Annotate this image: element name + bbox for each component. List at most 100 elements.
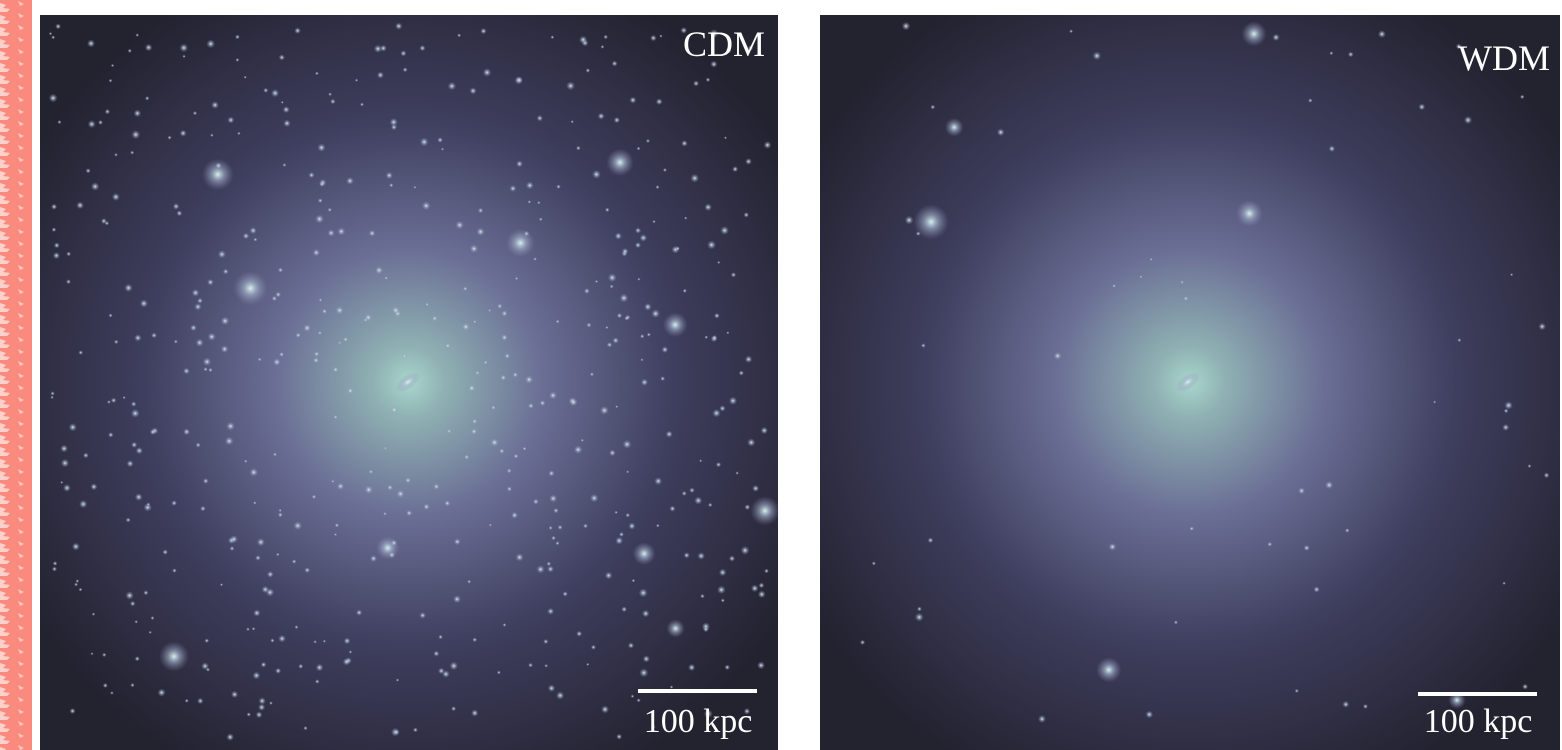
subhalo <box>744 504 750 510</box>
subhalo <box>433 651 439 657</box>
subhalo <box>253 238 257 242</box>
subhalo <box>328 208 332 212</box>
subhalo <box>173 203 180 210</box>
subhalo <box>343 337 349 343</box>
subhalo <box>308 172 314 178</box>
subhalo <box>102 653 106 657</box>
subhalo <box>105 109 111 115</box>
subhalo <box>628 522 635 529</box>
subhalo <box>690 174 699 183</box>
subhalo <box>143 590 148 595</box>
scale-bar-label: 100 kpc <box>1424 703 1533 740</box>
subhalo <box>400 50 406 56</box>
subhalo <box>159 641 189 671</box>
subhalo <box>761 427 768 434</box>
subhalo <box>349 650 352 653</box>
subhalo <box>1093 51 1102 60</box>
subhalo <box>550 35 554 39</box>
subhalo <box>684 216 687 219</box>
subhalo <box>490 438 499 447</box>
subhalo <box>571 120 574 123</box>
subhalo <box>1345 528 1350 533</box>
subhalo <box>111 64 114 67</box>
subhalo <box>197 298 203 304</box>
subhalo <box>1180 280 1184 284</box>
subhalo <box>1457 338 1461 342</box>
subhalo <box>750 496 779 525</box>
subhalo <box>61 459 70 468</box>
subhalo <box>283 106 290 113</box>
subhalo <box>616 734 622 740</box>
subhalo <box>625 513 630 518</box>
subhalo <box>1236 200 1263 227</box>
subhalo <box>437 137 443 143</box>
subhalo <box>98 120 103 125</box>
subhalo <box>752 485 759 492</box>
subhalo <box>764 141 772 149</box>
subhalo <box>606 149 634 177</box>
subhalo <box>1304 545 1310 551</box>
subhalo <box>547 566 554 573</box>
subhalo <box>243 233 250 240</box>
subhalo <box>293 521 302 530</box>
subhalo <box>208 333 216 341</box>
subhalo <box>557 525 562 530</box>
subhalo <box>651 309 660 318</box>
subhalo <box>553 508 558 513</box>
subhalo <box>454 538 461 545</box>
subhalo <box>1112 284 1116 288</box>
subhalo <box>269 701 273 705</box>
subhalo <box>252 627 256 631</box>
subhalo <box>210 133 214 137</box>
subhalo <box>712 335 717 340</box>
subhalo <box>332 366 338 372</box>
subhalo <box>1520 95 1525 100</box>
subhalo <box>619 532 624 537</box>
subhalo <box>693 80 699 86</box>
subhalo <box>75 579 79 583</box>
subhalo <box>720 226 729 235</box>
subhalo <box>108 432 114 438</box>
subhalo <box>441 148 444 151</box>
subhalo <box>220 583 223 586</box>
subhalo <box>462 323 471 332</box>
subhalo <box>699 459 702 462</box>
subhalo <box>605 572 613 580</box>
subhalo <box>387 484 393 490</box>
subhalo <box>135 33 139 37</box>
subhalo <box>377 72 384 79</box>
subhalo <box>500 374 506 380</box>
subhalo <box>1329 51 1333 55</box>
subhalo <box>389 183 393 187</box>
subhalo <box>683 289 687 293</box>
subhalo <box>643 655 650 662</box>
subhalo <box>180 44 189 53</box>
subhalo <box>123 396 126 399</box>
subhalo <box>745 356 753 364</box>
subhalo <box>303 324 311 332</box>
subhalo <box>1096 657 1121 682</box>
subhalo <box>447 429 452 434</box>
subhalo <box>586 322 591 327</box>
subhalo <box>1145 711 1153 719</box>
subhalo <box>126 517 131 522</box>
subhalo <box>1378 30 1386 38</box>
subhalo <box>745 158 752 165</box>
subhalo <box>629 97 636 104</box>
subhalo <box>267 571 274 578</box>
subhalo <box>729 397 737 405</box>
subhalo <box>640 234 648 242</box>
subhalo <box>396 678 399 681</box>
subhalo <box>1329 145 1336 152</box>
subhalo <box>69 423 77 431</box>
subhalo <box>315 679 320 684</box>
subhalo <box>203 358 212 367</box>
subhalo <box>921 343 926 348</box>
subhalo <box>499 448 505 454</box>
subhalo <box>334 533 337 536</box>
subhalo <box>60 481 63 484</box>
subhalo <box>663 312 688 337</box>
subhalo <box>318 198 323 203</box>
subhalo <box>507 468 512 473</box>
subhalo <box>1298 487 1305 494</box>
